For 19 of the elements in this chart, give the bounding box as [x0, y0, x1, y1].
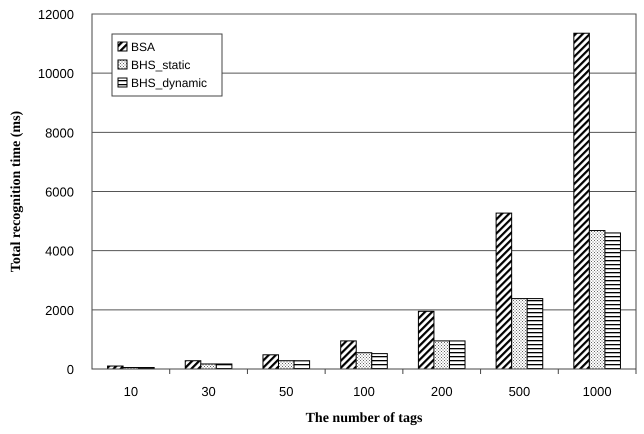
y-tick-label: 8000	[45, 125, 74, 140]
y-tick-label: 4000	[45, 244, 74, 259]
x-tick-label: 30	[201, 384, 216, 399]
legend-label: BSA	[131, 40, 156, 54]
x-axis-title: The number of tags	[306, 411, 423, 426]
legend-label: BHS_static	[131, 58, 190, 72]
x-tick-label: 500	[508, 384, 530, 399]
y-tick-label: 6000	[45, 184, 74, 200]
x-tick-label: 1000	[582, 384, 612, 399]
x-tick-label: 50	[279, 384, 294, 399]
x-tick-label: 100	[353, 384, 375, 399]
y-tick-label: 12000	[38, 7, 74, 22]
y-axis-title: Total recognition time (ms)	[9, 110, 24, 272]
y-tick-label: 2000	[45, 302, 74, 318]
x-tick-label: 200	[430, 384, 453, 399]
x-tick-label: 10	[124, 384, 138, 399]
y-tick-label: 10000	[38, 66, 74, 82]
legend-label: BHS_dynamic	[131, 76, 208, 90]
y-tick-label: 0	[66, 362, 74, 377]
